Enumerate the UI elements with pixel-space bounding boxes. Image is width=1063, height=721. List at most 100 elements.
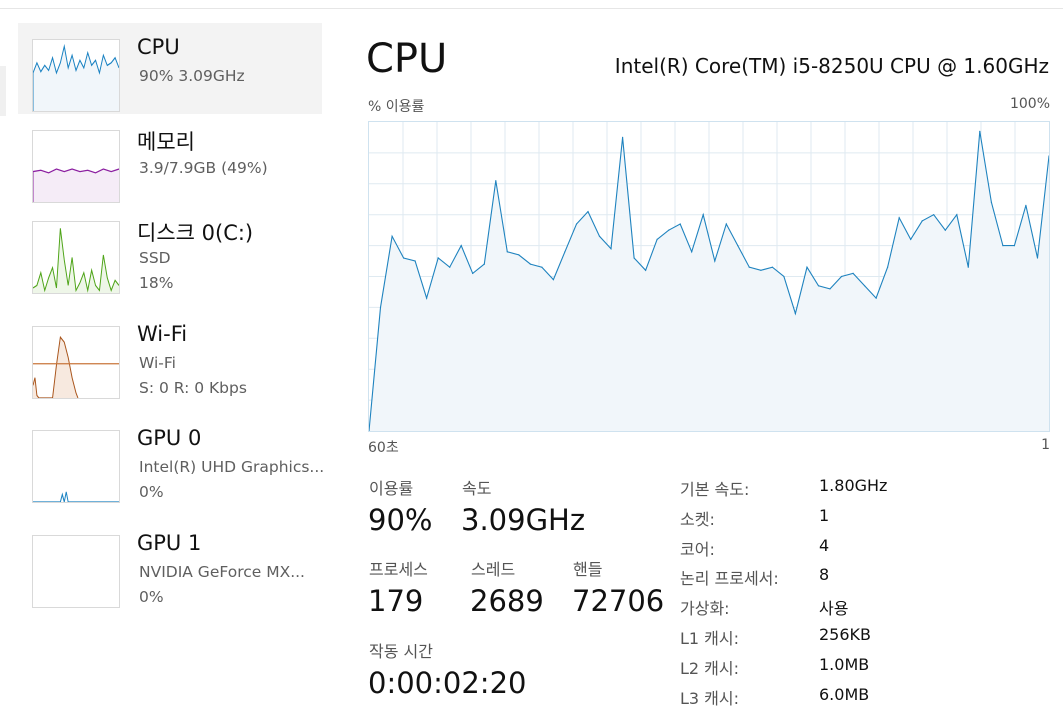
info-value-sockets: 1 <box>819 506 830 525</box>
processes-value: 179 <box>368 584 424 618</box>
utilization-point <box>495 180 497 182</box>
utilization-point <box>760 269 762 271</box>
chart-x-left-label: 60초 <box>368 440 399 456</box>
utilization-point <box>829 288 831 290</box>
utilization-point <box>887 266 889 268</box>
utilization-point <box>771 266 773 268</box>
utilization-point <box>610 248 612 250</box>
utilization-point <box>1013 245 1016 247</box>
utilization-point <box>956 214 958 216</box>
utilization-point <box>702 214 704 216</box>
utilization-point <box>783 275 785 278</box>
sidebar-wifi-line-1: Wi-Fi <box>139 354 176 372</box>
disk-thumbnail-graph <box>32 221 120 294</box>
utilization-point <box>656 238 658 240</box>
info-value-base-speed: 1.80GHz <box>819 476 888 495</box>
utilization-point <box>645 269 647 271</box>
utilization-point <box>506 251 508 253</box>
utilization-series-line <box>369 131 1049 431</box>
utilization-point <box>933 214 935 216</box>
cpu-model-name: Intel(R) Core(TM) i5-8250U CPU @ 1.60GHz <box>614 54 1049 78</box>
chart-x-right-label: 1 <box>1041 437 1050 453</box>
cpu-thumbnail-graph <box>32 39 120 112</box>
utilization-point <box>552 279 554 281</box>
chart-y-label: % 이용률 <box>368 99 425 115</box>
utilization-point <box>852 272 854 274</box>
utilization-point <box>622 136 624 138</box>
utilization-point <box>840 275 843 278</box>
utilization-point <box>633 257 635 259</box>
utilization-point <box>379 306 382 308</box>
sidebar-cpu-line-1: 90% 3.09GHz <box>139 67 245 85</box>
utilization-point <box>1025 204 1027 206</box>
sidebar-item-wifi[interactable]: Wi-Fi Wi-Fi S: 0 R: 0 Kbps <box>18 310 322 401</box>
utilization-point <box>403 257 405 259</box>
speed-value: 3.09GHz <box>461 503 586 537</box>
utilization-point <box>817 285 820 287</box>
utilization-point <box>598 235 601 237</box>
gpu1-thumbnail-graph <box>32 535 120 608</box>
sidebar-item-gpu0[interactable]: GPU 0 Intel(R) UHD Graphics... 0% <box>18 414 324 505</box>
uptime-label: 작동 시간 <box>369 642 433 661</box>
sidebar-gpu1-line-1: NVIDIA GeForce MX... <box>139 563 305 581</box>
utilization-point <box>944 229 946 231</box>
utilization-point <box>449 266 451 268</box>
utilization-point <box>737 245 739 247</box>
threads-label: 스레드 <box>471 560 516 579</box>
sidebar-disk-title: 디스크 0(C:) <box>137 221 254 245</box>
utilization-point <box>898 217 900 219</box>
utilization-point <box>437 257 439 259</box>
info-value-cores: 4 <box>819 536 830 555</box>
info-key-logical-processors: 논리 프로세서: <box>680 569 779 588</box>
utilization-point <box>691 251 693 253</box>
sidebar-gpu1-line-2: 0% <box>139 588 164 606</box>
utilization-value: 90% <box>368 503 433 537</box>
utilization-point <box>1036 257 1039 259</box>
utilization-point <box>529 263 531 265</box>
utilization-point <box>391 235 393 237</box>
sidebar-item-disk[interactable]: 디스크 0(C:) SSD 18% <box>18 205 322 296</box>
sidebar-disk-line-2: 18% <box>139 274 174 292</box>
info-value-l2-cache: 1.0MB <box>819 655 870 674</box>
utilization-point <box>725 223 727 225</box>
utilization-point <box>910 238 912 240</box>
utilization-point <box>679 223 681 225</box>
utilization-point <box>668 229 670 231</box>
gpu0-thumbnail-graph <box>32 430 120 503</box>
utilization-points <box>369 130 1049 431</box>
info-value-l1-cache: 256KB <box>819 625 872 644</box>
utilization-point <box>875 297 877 299</box>
utilization-point <box>483 263 485 265</box>
sidebar-gpu0-line-2: 0% <box>139 483 164 501</box>
cpu-utilization-chart <box>368 121 1050 432</box>
utilization-point <box>1002 245 1004 247</box>
utilization-point <box>794 313 796 315</box>
utilization-point <box>541 266 543 268</box>
handles-label: 핸들 <box>573 560 603 579</box>
info-key-l2-cache: L2 캐시: <box>680 659 740 678</box>
utilization-point <box>575 223 578 225</box>
cpu-utilization-svg <box>369 122 1049 431</box>
info-key-cores: 코어: <box>680 540 715 559</box>
utilization-label: 이용률 <box>369 479 414 498</box>
sidebar-item-gpu1[interactable]: GPU 1 NVIDIA GeForce MX... 0% <box>18 519 322 610</box>
info-value-logical-processors: 8 <box>819 565 830 584</box>
sidebar-disk-line-1: SSD <box>139 249 171 267</box>
sidebar-memory-line-1: 3.9/7.9GB (49%) <box>139 159 268 177</box>
threads-value: 2689 <box>470 584 544 618</box>
utilization-point <box>587 211 589 213</box>
sidebar-item-memory[interactable]: 메모리 3.9/7.9GB (49%) <box>18 114 322 205</box>
info-value-l3-cache: 6.0MB <box>819 685 870 704</box>
info-key-virtualization: 가상화: <box>680 599 730 618</box>
utilization-point <box>460 245 462 247</box>
info-value-virtualization: 사용 <box>819 599 849 618</box>
info-key-sockets: 소켓: <box>680 510 715 529</box>
utilization-point <box>979 130 981 132</box>
speed-label: 속도 <box>462 479 492 498</box>
sidebar-wifi-title: Wi-Fi <box>137 322 188 346</box>
chart-y-max-label: 100% <box>1009 96 1050 112</box>
handles-value: 72706 <box>572 584 665 618</box>
info-key-base-speed: 기본 속도: <box>680 480 750 499</box>
sidebar-item-cpu[interactable]: CPU 90% 3.09GHz <box>18 23 322 114</box>
sidebar-cpu-title: CPU <box>137 35 180 59</box>
